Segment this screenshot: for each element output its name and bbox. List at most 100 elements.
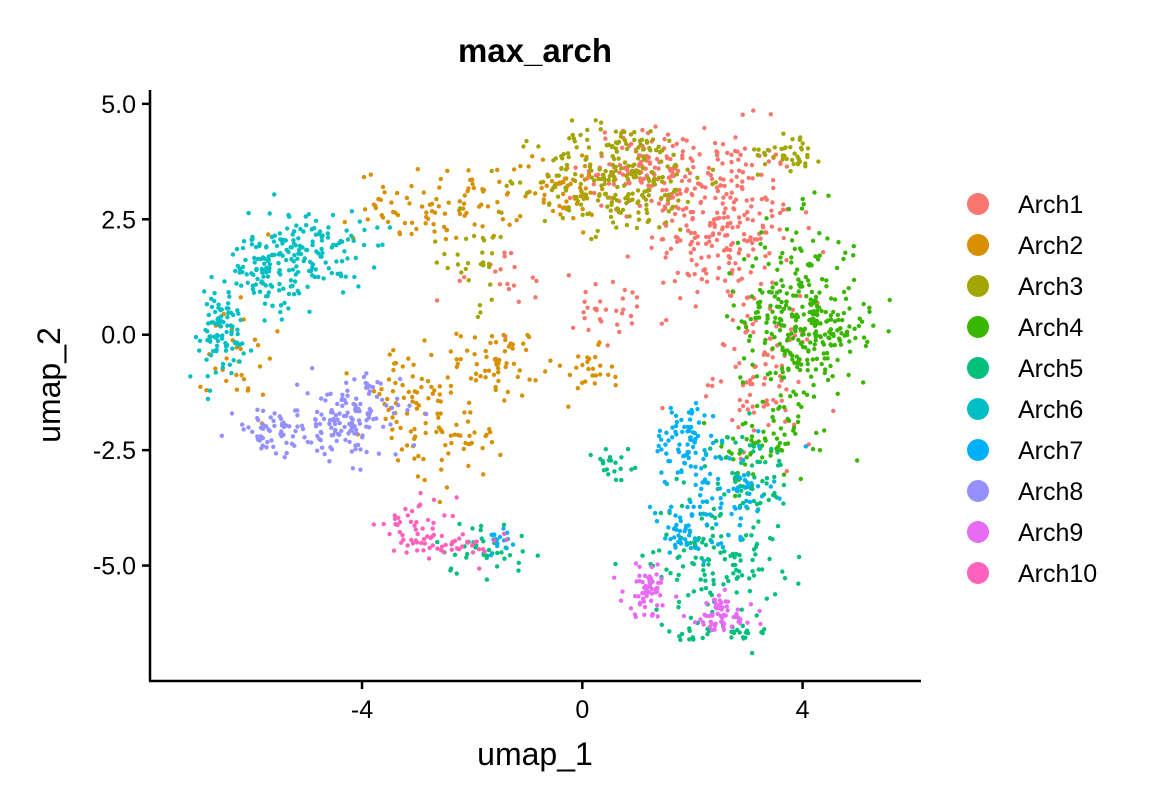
data-point-arch2 <box>526 164 531 169</box>
data-point-arch4 <box>755 403 760 409</box>
data-point-arch6 <box>214 343 220 348</box>
data-point-arch3 <box>645 219 650 225</box>
data-point-arch5 <box>691 589 697 594</box>
data-point-arch5 <box>718 511 724 517</box>
data-point-arch7 <box>687 528 693 533</box>
data-point-arch10 <box>473 540 478 545</box>
data-point-arch2 <box>495 167 500 173</box>
data-point-arch5 <box>750 569 755 574</box>
data-point-arch2 <box>519 393 525 398</box>
data-point-arch1 <box>734 174 739 179</box>
data-point-arch8 <box>273 451 279 456</box>
data-point-arch1 <box>638 176 643 181</box>
data-point-arch5 <box>781 482 787 488</box>
data-point-arch5 <box>677 634 682 639</box>
data-point-arch2 <box>472 222 477 227</box>
data-point-arch1 <box>770 355 775 360</box>
data-point-arch1 <box>704 234 709 240</box>
data-point-arch4 <box>812 190 817 195</box>
data-point-arch5 <box>767 556 772 562</box>
data-point-arch3 <box>784 156 789 162</box>
data-point-arch4 <box>772 320 777 325</box>
data-point-arch8 <box>282 455 287 460</box>
data-point-arch3 <box>555 194 561 199</box>
data-point-arch8 <box>281 420 286 425</box>
data-point-arch1 <box>534 278 539 284</box>
data-point-arch1 <box>678 296 683 301</box>
data-point-arch1 <box>714 237 720 243</box>
data-point-arch7 <box>707 471 713 477</box>
data-point-arch7 <box>675 470 680 475</box>
data-point-arch6 <box>223 348 229 353</box>
data-point-arch1 <box>698 200 703 206</box>
data-point-arch4 <box>887 297 892 303</box>
data-point-arch1 <box>769 224 775 229</box>
data-point-arch3 <box>627 214 632 219</box>
data-point-arch4 <box>735 240 741 245</box>
data-point-arch4 <box>779 299 784 305</box>
data-point-arch2 <box>434 429 439 435</box>
data-point-arch6 <box>331 242 336 247</box>
data-point-arch3 <box>573 172 578 177</box>
data-point-arch2 <box>466 400 472 405</box>
data-point-arch1 <box>691 247 697 252</box>
data-point-arch8 <box>219 433 224 438</box>
data-point-arch3 <box>560 215 566 221</box>
data-point-arch6 <box>295 256 300 261</box>
data-point-arch3 <box>630 197 635 202</box>
data-point-arch3 <box>633 149 639 154</box>
data-point-arch1 <box>730 417 735 423</box>
data-point-arch6 <box>209 296 214 301</box>
data-point-arch2 <box>390 209 396 215</box>
data-point-arch7 <box>719 541 724 546</box>
data-point-arch1 <box>784 387 789 392</box>
data-point-arch3 <box>517 180 523 185</box>
data-point-arch3 <box>671 152 676 157</box>
data-point-arch3 <box>604 143 609 148</box>
data-point-arch7 <box>699 486 704 491</box>
data-point-arch9 <box>719 600 724 605</box>
data-point-arch1 <box>714 185 720 190</box>
data-point-arch8 <box>337 411 342 416</box>
data-point-arch2 <box>438 411 443 416</box>
data-point-arch3 <box>546 174 551 179</box>
data-point-arch6 <box>235 308 240 313</box>
data-point-arch5 <box>708 446 713 451</box>
data-point-arch3 <box>659 195 664 201</box>
data-point-arch6 <box>230 324 235 329</box>
data-point-arch2 <box>507 222 512 227</box>
data-point-arch2 <box>379 213 384 218</box>
data-point-arch2 <box>444 485 450 490</box>
data-point-arch2 <box>597 372 603 377</box>
data-point-arch2 <box>581 230 586 235</box>
data-point-arch2 <box>571 216 576 221</box>
data-point-arch2 <box>521 341 526 346</box>
data-point-arch2 <box>385 219 391 225</box>
data-point-arch2 <box>494 360 499 365</box>
data-point-arch8 <box>367 384 373 389</box>
data-point-arch9 <box>658 593 663 598</box>
data-point-arch4 <box>814 321 819 327</box>
data-point-arch3 <box>589 236 594 242</box>
data-point-arch1 <box>759 172 764 177</box>
data-point-arch4 <box>828 296 834 301</box>
data-point-arch1 <box>750 218 755 223</box>
data-point-arch4 <box>782 432 787 437</box>
data-point-arch6 <box>268 282 273 288</box>
data-point-arch4 <box>800 304 805 309</box>
data-point-arch1 <box>745 313 750 319</box>
data-point-arch2 <box>579 173 584 178</box>
data-point-arch2 <box>496 370 501 375</box>
data-point-arch9 <box>758 621 763 627</box>
data-point-arch2 <box>588 190 593 195</box>
data-point-arch7 <box>742 477 748 483</box>
data-point-arch4 <box>765 313 770 318</box>
data-point-arch3 <box>614 225 619 230</box>
data-point-arch5 <box>775 450 780 455</box>
data-point-arch3 <box>610 220 616 225</box>
data-point-arch3 <box>478 310 483 315</box>
data-point-arch1 <box>622 287 627 293</box>
data-point-arch9 <box>736 615 741 620</box>
data-point-arch1 <box>606 181 612 186</box>
data-point-arch4 <box>741 356 747 361</box>
